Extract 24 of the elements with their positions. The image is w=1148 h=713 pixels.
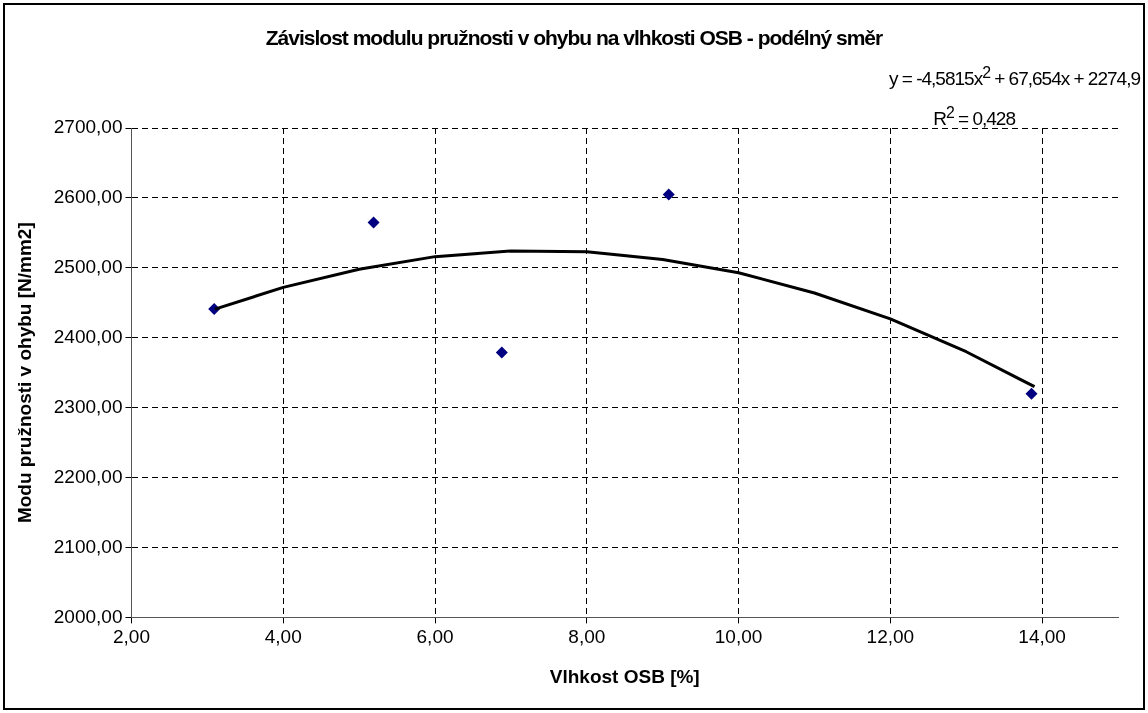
annotation: R$^{2}$ = 0,428 (932, 103, 1016, 132)
x-tick-label: 10,00 (714, 626, 763, 648)
x-axis-title: Vlhkost OSB [%] (549, 665, 700, 687)
chart-title: Závislost modulu pružnosti v ohybu na vlhkosti OSB - podélný směr (264, 26, 884, 50)
x-tick-label: 8,00 (568, 626, 606, 648)
point (1025, 387, 1038, 400)
point (367, 216, 380, 229)
y-tick-label: 2600,00 (53, 186, 123, 208)
x-tick-label: 12,00 (866, 626, 915, 648)
y-tick-label: 2400,00 (53, 325, 123, 347)
x-tick-label: 14,00 (1018, 626, 1066, 648)
y-tick-label: 2200,00 (53, 465, 123, 487)
point (662, 188, 675, 201)
x-tick-label: 2,00 (112, 626, 150, 648)
y-tick-label: 2500,00 (53, 256, 123, 278)
y-tick-label: 2700,00 (53, 116, 123, 138)
y-axis-title: Modu pružnosti v ohybu [N/mm2] (13, 222, 35, 524)
y-tick-label: 2000,00 (53, 605, 123, 627)
text: y = -4,5815x$^{2}$ + 67,654x + 2274,9 (889, 63, 1140, 92)
y-tick-label: 2100,00 (53, 535, 123, 557)
point (495, 346, 508, 359)
x-tick-label: 6,00 (416, 626, 454, 648)
x-tick-label: 4,00 (264, 626, 302, 648)
y-tick-label: 2300,00 (53, 395, 123, 417)
